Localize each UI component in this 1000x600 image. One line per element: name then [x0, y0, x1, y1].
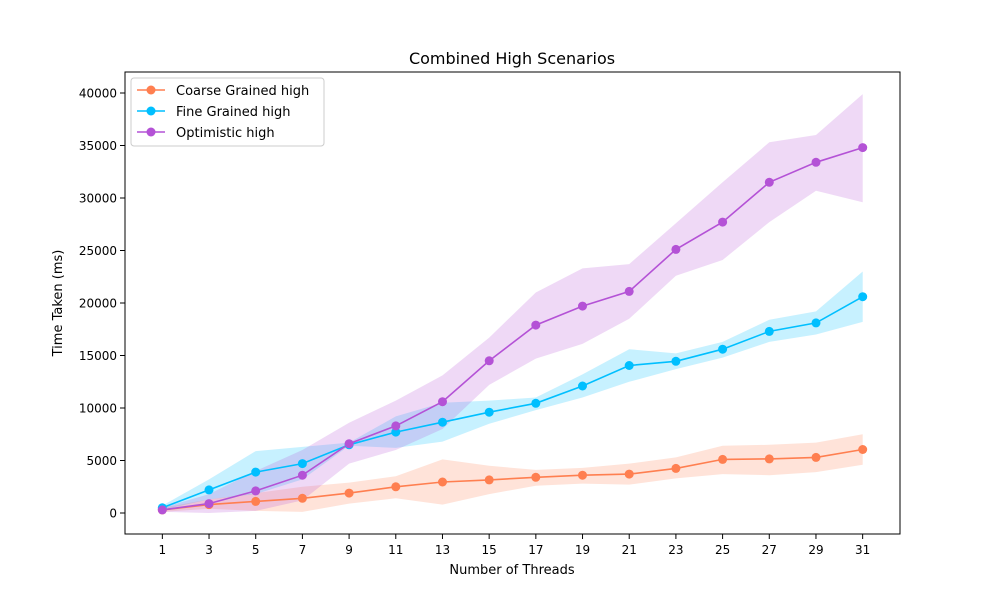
fine-grained-high-point — [811, 318, 821, 328]
coarse-grained-high-point — [531, 472, 541, 482]
y-tick-label: 10000 — [79, 402, 117, 416]
x-tick-label: 7 — [299, 543, 307, 557]
optimistic-high-point — [811, 157, 821, 167]
legend-swatch-marker — [146, 127, 156, 137]
optimistic-high-point — [251, 486, 261, 496]
x-tick-label: 21 — [622, 543, 637, 557]
optimistic-high-point — [718, 217, 728, 227]
x-tick-label: 25 — [715, 543, 730, 557]
x-tick-label: 1 — [159, 543, 167, 557]
legend-box — [130, 77, 325, 147]
y-tick-label: 15000 — [79, 349, 117, 363]
y-tick-label: 20000 — [79, 297, 117, 311]
fine-grained-high-point — [578, 381, 587, 391]
optimistic-high-point — [297, 470, 307, 480]
coarse-grained-high-line — [162, 448, 863, 511]
fine-grained-high-point — [204, 485, 214, 495]
coarse-grained-high-point — [438, 477, 447, 487]
x-tick-label: 19 — [575, 543, 590, 557]
optimistic-high-point — [391, 421, 401, 431]
optimistic-high-line — [162, 146, 863, 511]
y-tick-label: 0 — [109, 507, 117, 521]
y-tick-label: 40000 — [79, 87, 117, 101]
coarse-grained-high-point — [484, 475, 494, 485]
coarse-grained-high-point — [344, 488, 354, 498]
y-tick-label: 5000 — [86, 454, 117, 468]
coarse-grained-high-point — [811, 452, 821, 462]
coarse-grained-high-point — [671, 463, 681, 473]
y-axis: 0 5000 10000 15000 20000 25000 30000 35000 40000 — [79, 87, 125, 521]
optimistic-high-point — [578, 301, 587, 311]
coarse-grained-high-point — [297, 493, 307, 503]
optimistic-high-point — [624, 286, 634, 296]
coarse-grained-high-point — [391, 482, 401, 492]
coarse-grained-high-point — [718, 454, 728, 464]
optimistic-high-point — [157, 505, 167, 515]
legend: Coarse Grained high Fine Grained high Opti… — [130, 77, 325, 147]
optimistic-high-point — [764, 177, 774, 187]
coarse-grained-high-point — [578, 470, 587, 480]
y-tick-label: 30000 — [79, 192, 117, 206]
y-tick-label: 25000 — [79, 244, 117, 258]
x-tick-label: 3 — [205, 543, 213, 557]
fine-grained-high-point — [531, 398, 541, 408]
x-axis-label: Number of Threads — [449, 563, 574, 578]
x-tick-label: 5 — [252, 543, 260, 557]
x-tick-label: 15 — [482, 543, 497, 557]
x-tick-label: 13 — [435, 543, 450, 557]
fine-grained-high-point — [251, 467, 261, 477]
x-axis: 1 3 5 7 9 11 13 15 17 19 21 23 25 27 29 31 — [159, 534, 870, 557]
x-tick-label: 23 — [668, 543, 683, 557]
fine-grained-high-point — [297, 459, 307, 469]
series-points — [157, 143, 868, 515]
series-lines — [162, 146, 864, 511]
optimistic-high-point — [858, 143, 868, 153]
fine-grained-high-point — [391, 427, 401, 437]
fine-grained-high-point — [764, 326, 774, 336]
x-tick-label: 27 — [762, 543, 777, 557]
optimistic-high-point — [671, 244, 681, 254]
x-tick-label: 17 — [528, 543, 543, 557]
x-tick-label: 31 — [855, 543, 870, 557]
y-axis-label: Time Taken (ms) — [51, 250, 66, 358]
legend-label: Fine Grained high — [176, 105, 290, 120]
legend-label: Coarse Grained high — [176, 84, 309, 99]
fine-grained-high-point — [858, 292, 868, 302]
coarse-grained-high-point — [764, 454, 774, 464]
optimistic-high-point — [531, 320, 541, 330]
coarse-grained-high-point — [858, 445, 868, 454]
coarse-grained-high-point — [251, 496, 261, 506]
fine-grained-high-point — [484, 407, 494, 417]
chart-title: Combined High Scenarios — [409, 49, 615, 68]
legend-label: Optimistic high — [176, 126, 275, 141]
fine-grained-high-point — [718, 344, 728, 354]
coarse-grained-high-band — [162, 434, 863, 512]
legend-swatch-marker — [146, 106, 156, 116]
fine-grained-high-line — [162, 296, 864, 509]
fine-grained-high-point — [671, 356, 681, 366]
x-tick-label: 29 — [808, 543, 823, 557]
fine-grained-high-point — [438, 417, 447, 427]
optimistic-high-point — [204, 499, 214, 509]
fine-grained-high-point — [624, 361, 634, 370]
optimistic-high-point — [344, 439, 354, 449]
legend-swatch-marker — [146, 85, 156, 95]
optimistic-high-point — [438, 397, 447, 407]
optimistic-high-point — [484, 356, 494, 366]
x-tick-label: 11 — [388, 543, 403, 557]
y-tick-label: 35000 — [79, 139, 117, 153]
x-tick-label: 9 — [345, 543, 353, 557]
coarse-grained-high-point — [624, 469, 634, 479]
